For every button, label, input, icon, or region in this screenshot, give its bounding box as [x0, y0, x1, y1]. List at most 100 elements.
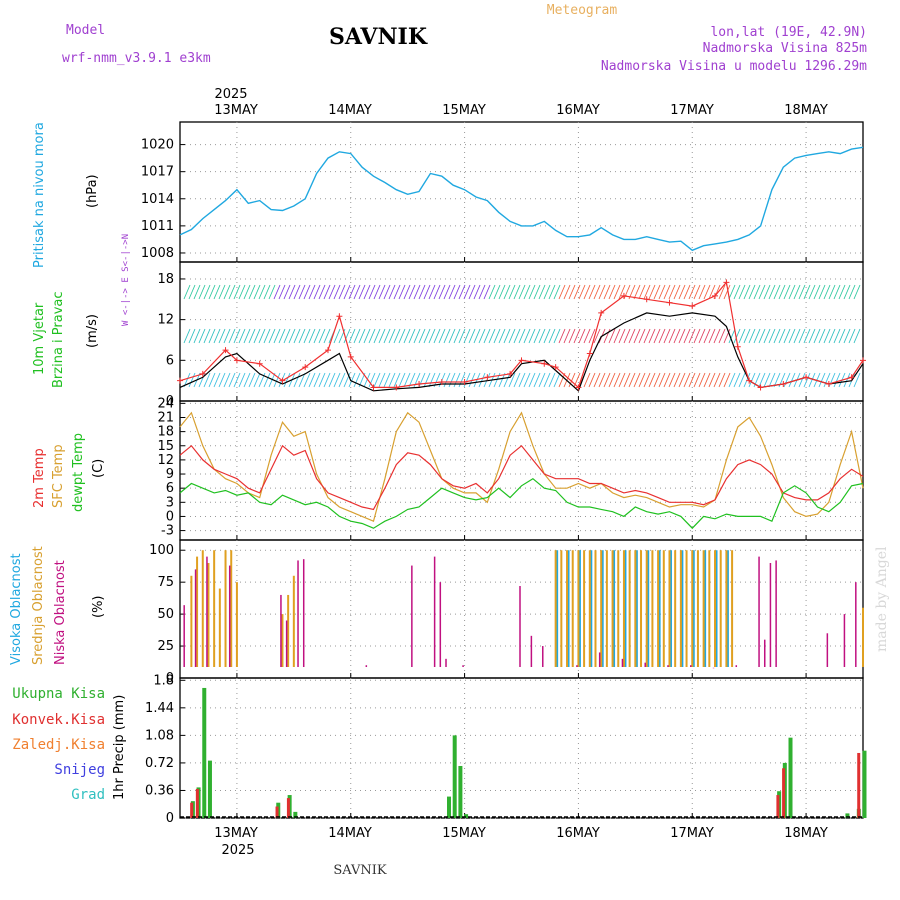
- wind-barb: [623, 328, 631, 344]
- wind-barb: [458, 372, 466, 388]
- cloud-low-bar: [439, 582, 442, 667]
- wind-barb: [483, 284, 491, 300]
- wind-barb: [218, 372, 226, 388]
- wind-barb: [553, 328, 561, 344]
- wind-barb: [553, 372, 561, 388]
- wind-barb: [383, 328, 391, 344]
- wind-barb: [793, 328, 801, 344]
- precip-legend-total: Ukupna Kisa: [12, 686, 105, 702]
- precip-ytick-label: 1.8: [153, 673, 174, 688]
- wind-barb: [348, 372, 356, 388]
- model-name: wrf-nmm_v3.9.1 e3km: [62, 51, 211, 66]
- cloud-low-bar: [735, 665, 738, 667]
- wind-unit: (m/s): [85, 314, 100, 348]
- wind-barb: [828, 372, 836, 388]
- cloud-mid-bar: [605, 550, 608, 667]
- wind-barb: [408, 284, 416, 300]
- wind-barb: [428, 328, 436, 344]
- wind-barb: [298, 372, 306, 388]
- wind-barb: [183, 284, 191, 300]
- wind-barb: [338, 372, 346, 388]
- precip-legend-snow: Snijeg: [54, 762, 105, 778]
- precip-total-bar: [862, 750, 867, 818]
- wind-barb: [268, 328, 276, 344]
- wind-barb: [328, 284, 336, 300]
- wind-barb: [463, 328, 471, 344]
- wind-barb: [753, 284, 761, 300]
- wind-barb: [738, 284, 746, 300]
- wind-barb: [393, 284, 401, 300]
- wind-barb: [368, 328, 376, 344]
- wind-barb: [418, 284, 426, 300]
- cloud-low-bar: [855, 582, 857, 667]
- wind-barb: [788, 284, 796, 300]
- wind-barb: [333, 284, 341, 300]
- wind-barb: [543, 328, 551, 344]
- wind-barb: [803, 284, 811, 300]
- wind-barb: [528, 372, 536, 388]
- cloud-low-bar: [763, 639, 766, 667]
- wind-barb: [838, 284, 846, 300]
- cloud-low-bar: [302, 559, 305, 667]
- wind-gust-marker: [620, 292, 627, 299]
- wind-gust-marker: [233, 357, 240, 364]
- wind-barb: [198, 372, 206, 388]
- wind-barb: [513, 284, 521, 300]
- wind-barb: [638, 328, 646, 344]
- wind-barb: [408, 372, 416, 388]
- wind-barb: [238, 284, 246, 300]
- wind-barb: [703, 372, 711, 388]
- pressure-ytick-label: 1014: [141, 192, 174, 207]
- precip-ytick-label: 0: [166, 811, 174, 826]
- temp-ytick-label: 18: [157, 425, 174, 440]
- wind-barb: [638, 372, 646, 388]
- wind-barb: [368, 284, 376, 300]
- wind-barb: [443, 328, 451, 344]
- cloud-mid-bar: [691, 550, 694, 667]
- wind-barb: [518, 328, 526, 344]
- wind-barb: [678, 284, 686, 300]
- wind-barb: [843, 284, 851, 300]
- wind-barb: [208, 372, 216, 388]
- wind-barb: [398, 328, 406, 344]
- wind-barb: [283, 372, 291, 388]
- wind-barb: [758, 328, 766, 344]
- wind-barb: [823, 372, 831, 388]
- top-day-label: 17MAY: [670, 103, 714, 118]
- cloud-low-bar: [775, 560, 777, 667]
- wind-barb: [693, 328, 701, 344]
- wind-barb: [558, 328, 566, 344]
- wind-barb: [623, 372, 631, 388]
- wind-barb: [713, 328, 721, 344]
- wind-barb: [613, 284, 621, 300]
- cloud-high-bar: [704, 550, 707, 667]
- pressure-frame: [179, 121, 864, 263]
- wind-barb: [503, 328, 511, 344]
- pressure-panel: 1020 1017 1014 1011 1008: [141, 121, 864, 263]
- wind-barb: [703, 328, 711, 344]
- wind-barb: [198, 284, 206, 300]
- pressure-unit: (hPa): [85, 174, 100, 208]
- wind-barb: [373, 328, 381, 344]
- wind-barb: [393, 328, 401, 344]
- wind-barb: [208, 284, 216, 300]
- wind-barb: [573, 328, 581, 344]
- cloud-low-bar: [712, 667, 715, 669]
- cloud-ylabel-low: Niska Oblacnost: [53, 560, 68, 665]
- cloud-ytick-label: 75: [157, 575, 174, 590]
- wind-barb: [613, 328, 621, 344]
- wind-barb: [628, 328, 636, 344]
- wind-barb: [768, 328, 776, 344]
- wind-gust-marker: [222, 347, 229, 354]
- cloud-low-bar: [576, 665, 578, 667]
- precip-ytick-label: 0.72: [145, 756, 174, 771]
- wind-barb: [398, 284, 406, 300]
- precip-conv-bar: [195, 788, 199, 818]
- wind-barb: [698, 328, 706, 344]
- cloud-high-bar: [681, 550, 684, 667]
- wind-barb: [748, 372, 756, 388]
- cloud-mid-bar: [224, 550, 227, 667]
- cloud-low-bar: [411, 565, 413, 667]
- precip-conv-bar: [857, 752, 861, 818]
- cloud-low-bar: [598, 652, 601, 667]
